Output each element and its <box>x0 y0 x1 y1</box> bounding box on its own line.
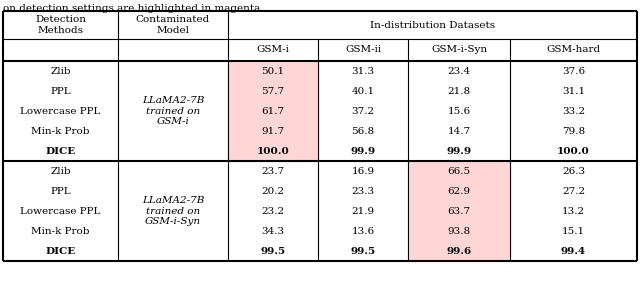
Text: DICE: DICE <box>45 246 76 256</box>
Text: 61.7: 61.7 <box>261 106 285 115</box>
Text: PPL: PPL <box>50 87 71 95</box>
Text: Min-k Prob: Min-k Prob <box>31 127 90 136</box>
Text: GSM-ii: GSM-ii <box>345 46 381 55</box>
Text: 23.4: 23.4 <box>447 67 470 76</box>
Text: 26.3: 26.3 <box>562 166 585 175</box>
Text: 15.6: 15.6 <box>447 106 470 115</box>
Text: GSM-i: GSM-i <box>257 46 289 55</box>
Text: 99.5: 99.5 <box>351 246 376 256</box>
Text: 40.1: 40.1 <box>351 87 374 95</box>
Text: 99.9: 99.9 <box>447 147 472 155</box>
Text: 100.0: 100.0 <box>257 147 289 155</box>
Text: Zlib: Zlib <box>50 166 71 175</box>
Text: 100.0: 100.0 <box>557 147 590 155</box>
Text: 15.1: 15.1 <box>562 226 585 235</box>
Text: 50.1: 50.1 <box>261 67 285 76</box>
Text: GSM-hard: GSM-hard <box>547 46 600 55</box>
Text: LLaMA2-7B
trained on
GSM-i: LLaMA2-7B trained on GSM-i <box>142 96 204 126</box>
Text: 23.2: 23.2 <box>261 207 285 215</box>
Text: 13.2: 13.2 <box>562 207 585 215</box>
Text: 99.6: 99.6 <box>446 246 472 256</box>
Text: 99.5: 99.5 <box>260 246 285 256</box>
Text: 14.7: 14.7 <box>447 127 470 136</box>
Text: 57.7: 57.7 <box>261 87 285 95</box>
Text: PPL: PPL <box>50 186 71 196</box>
Text: DICE: DICE <box>45 147 76 155</box>
Text: In-distribution Datasets: In-distribution Datasets <box>370 20 495 29</box>
Text: 20.2: 20.2 <box>261 186 285 196</box>
Text: 63.7: 63.7 <box>447 207 470 215</box>
Text: 79.8: 79.8 <box>562 127 585 136</box>
Text: 99.9: 99.9 <box>351 147 376 155</box>
Text: 16.9: 16.9 <box>351 166 374 175</box>
Text: Lowercase PPL: Lowercase PPL <box>20 207 100 215</box>
Text: Contaminated
Model: Contaminated Model <box>136 15 210 35</box>
Text: Zlib: Zlib <box>50 67 71 76</box>
Text: 21.9: 21.9 <box>351 207 374 215</box>
Text: 37.2: 37.2 <box>351 106 374 115</box>
Text: 31.3: 31.3 <box>351 67 374 76</box>
Text: 21.8: 21.8 <box>447 87 470 95</box>
Text: 62.9: 62.9 <box>447 186 470 196</box>
Text: 99.4: 99.4 <box>561 246 586 256</box>
Text: 23.3: 23.3 <box>351 186 374 196</box>
Text: LLaMA2-7B
trained on
GSM-i-Syn: LLaMA2-7B trained on GSM-i-Syn <box>142 196 204 226</box>
Text: 56.8: 56.8 <box>351 127 374 136</box>
Text: Lowercase PPL: Lowercase PPL <box>20 106 100 115</box>
Text: 91.7: 91.7 <box>261 127 285 136</box>
Text: Min-k Prob: Min-k Prob <box>31 226 90 235</box>
Text: 37.6: 37.6 <box>562 67 585 76</box>
Text: 93.8: 93.8 <box>447 226 470 235</box>
Text: Detection
Methods: Detection Methods <box>35 15 86 35</box>
Text: 33.2: 33.2 <box>562 106 585 115</box>
Text: 23.7: 23.7 <box>261 166 285 175</box>
Text: 13.6: 13.6 <box>351 226 374 235</box>
Text: GSM-i-Syn: GSM-i-Syn <box>431 46 487 55</box>
Text: on detection settings are highlighted in magenta.: on detection settings are highlighted in… <box>3 4 264 13</box>
Text: 34.3: 34.3 <box>261 226 285 235</box>
Text: 27.2: 27.2 <box>562 186 585 196</box>
Text: 66.5: 66.5 <box>447 166 470 175</box>
Text: 31.1: 31.1 <box>562 87 585 95</box>
